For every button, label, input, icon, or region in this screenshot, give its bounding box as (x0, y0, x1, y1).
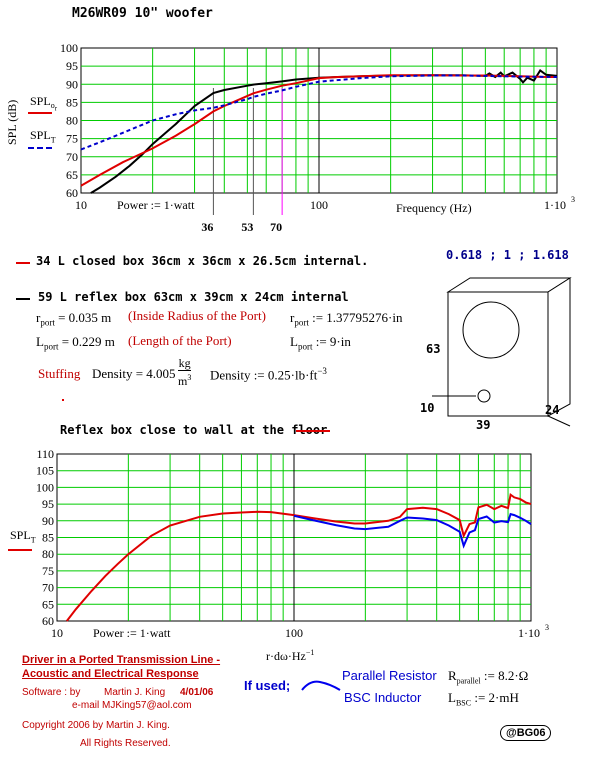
chart2-grid (56, 453, 532, 622)
marker-label: 53 (241, 220, 253, 234)
bsc-inductor-label: BSC Inductor (344, 690, 422, 705)
x-axis-label: Frequency (Hz) (396, 201, 472, 215)
y-tick-label: 65 (66, 168, 78, 182)
reflex-box-drawing (432, 277, 572, 427)
woofer-circle (462, 301, 520, 359)
y-tick-label: 105 (36, 464, 54, 478)
chart1-series (80, 69, 558, 194)
l-port-assign: Lport := 9·in (290, 334, 351, 352)
footer-email: e-mail MJKing57@aol.com (72, 700, 192, 711)
stuffing-label: Stuffing (38, 366, 81, 381)
r-port-note: (Inside Radius of the Port) (128, 308, 266, 323)
y-tick-label: 75 (42, 564, 54, 578)
chart1-labels: 60 65 70 75 80 85 90 95 100 36 53 70 10 100 1·10 3 Power… (60, 41, 575, 234)
page-title: M26WR09 10" woofer (72, 6, 213, 21)
x-tick-label: 10 (75, 198, 87, 212)
y-tick-label: 85 (42, 531, 54, 545)
power-annotation: Power := 1·watt (93, 626, 171, 640)
marker-label: 36 (201, 220, 213, 234)
parallel-resistor-label: Parallel Resistor (342, 668, 437, 683)
chart2-labels: 60 65 70 75 80 85 90 95 100 105 110 10 100 1·10 3 Power… (36, 447, 549, 640)
series-line-1 (293, 512, 532, 549)
chart-reflex-wall-spl: 60 65 70 75 80 85 90 95 100 105 110 10 100 1·10 3 Power… (36, 447, 549, 640)
y-tick-label: 95 (66, 59, 78, 73)
y-tick-label: 100 (36, 480, 54, 494)
reflex-wall-heading: Reflex box close to wall at the floor (60, 423, 328, 437)
marker-label: 70 (270, 220, 282, 234)
l-port-note: (Length of the Port) (128, 333, 232, 348)
port-circle (477, 389, 491, 403)
y-tick-label: 70 (42, 581, 54, 595)
series-line-1 (80, 74, 557, 187)
legend-blue-line (28, 147, 52, 149)
closed-box-swatch (16, 262, 30, 264)
series-line-2 (80, 74, 558, 151)
l-port-value: Lport = 0.229 m (36, 334, 115, 352)
box-depth-label: 24 (545, 403, 560, 417)
y-tick-label: 60 (66, 186, 78, 200)
legend-spl-t: SPLT (30, 128, 56, 145)
reflex-box-text: 59 L reflex box 63cm x 39cm x 24cm inter… (38, 290, 349, 304)
chart2-series (66, 492, 532, 622)
chart2-ylabel: SPLT (10, 528, 36, 545)
chart-closed-reflex-spl: 60 65 70 75 80 85 90 95 100 36 53 70 10 100 1·10 3 Power… (60, 41, 575, 234)
golden-ratio: 0.618 ; 1 ; 1.618 (446, 248, 569, 262)
box-side (547, 277, 571, 417)
if-used-curve (301, 680, 341, 691)
r-port-value: rport = 0.035 m (36, 310, 112, 328)
y-tick-label: 100 (60, 41, 78, 55)
y-tick-label: 70 (66, 150, 78, 164)
l-bsc-assign: LBSC := 2·mH (448, 690, 519, 708)
footer-driver-line2: Acoustic and Electrical Response (22, 668, 199, 680)
y-tick-label: 80 (66, 114, 78, 128)
x-tick-exp: 3 (571, 195, 575, 204)
bg06-badge: @BG06 (500, 725, 552, 741)
box-height-label: 63 (426, 342, 441, 356)
y-tick-label: 75 (66, 132, 78, 146)
reflex-box-swatch (16, 298, 30, 300)
series-line-0 (66, 492, 532, 622)
chart1-ylabel: SPL (dB) (5, 99, 19, 145)
footer-copyright: Copyright 2006 by Martin J. King. (22, 720, 170, 731)
reflex-wall-swatch (296, 430, 330, 432)
y-tick-label: 90 (66, 77, 78, 91)
density-value: Density = 4.005 (92, 366, 176, 381)
power-annotation: Power := 1·watt (117, 198, 195, 212)
x-tick-label: 1·10 (544, 198, 566, 212)
chart2-xlabel: r·dω·Hz−1 (266, 648, 315, 663)
red-dot (62, 399, 64, 401)
r-parallel-assign: Rparallel := 8.2·Ω (448, 668, 529, 686)
chart2-legend-swatch (8, 549, 32, 551)
footer-date: 4/01/06 (180, 687, 214, 698)
density-assign: Density := 0.25·lb·ft−3 (210, 366, 327, 383)
footer-author: Martin J. King (104, 687, 166, 698)
footer-software-label: Software : by (22, 687, 81, 698)
y-tick-label: 90 (42, 514, 54, 528)
y-tick-label: 85 (66, 95, 78, 109)
box-port-offset-label: 10 (420, 401, 435, 415)
y-tick-label: 80 (42, 547, 54, 561)
chart1-grid (80, 47, 558, 215)
x-tick-label: 1·10 (518, 626, 540, 640)
if-used-label: If used; (244, 678, 291, 693)
y-tick-label: 95 (42, 497, 54, 511)
x-tick-label: 100 (285, 626, 303, 640)
y-tick-label: 65 (42, 597, 54, 611)
y-tick-label: 110 (36, 447, 54, 461)
r-port-assign: rport := 1.37795276·in (290, 310, 403, 328)
legend-spl-or: SPLor (30, 94, 58, 113)
legend-red-line (28, 112, 52, 114)
footer-rights: All Rights Reserved. (80, 738, 171, 749)
footer-driver-line1: Driver in a Ported Transmission Line - (22, 654, 221, 666)
x-tick-exp: 3 (545, 623, 549, 632)
x-tick-label: 10 (51, 626, 63, 640)
y-tick-label: 60 (42, 614, 54, 628)
closed-box-text: 34 L closed box 36cm x 36cm x 26.5cm int… (36, 254, 369, 268)
x-tick-label: 100 (310, 198, 328, 212)
density-unit-fraction: kg m3 (178, 356, 192, 388)
box-width-label: 39 (476, 418, 491, 432)
